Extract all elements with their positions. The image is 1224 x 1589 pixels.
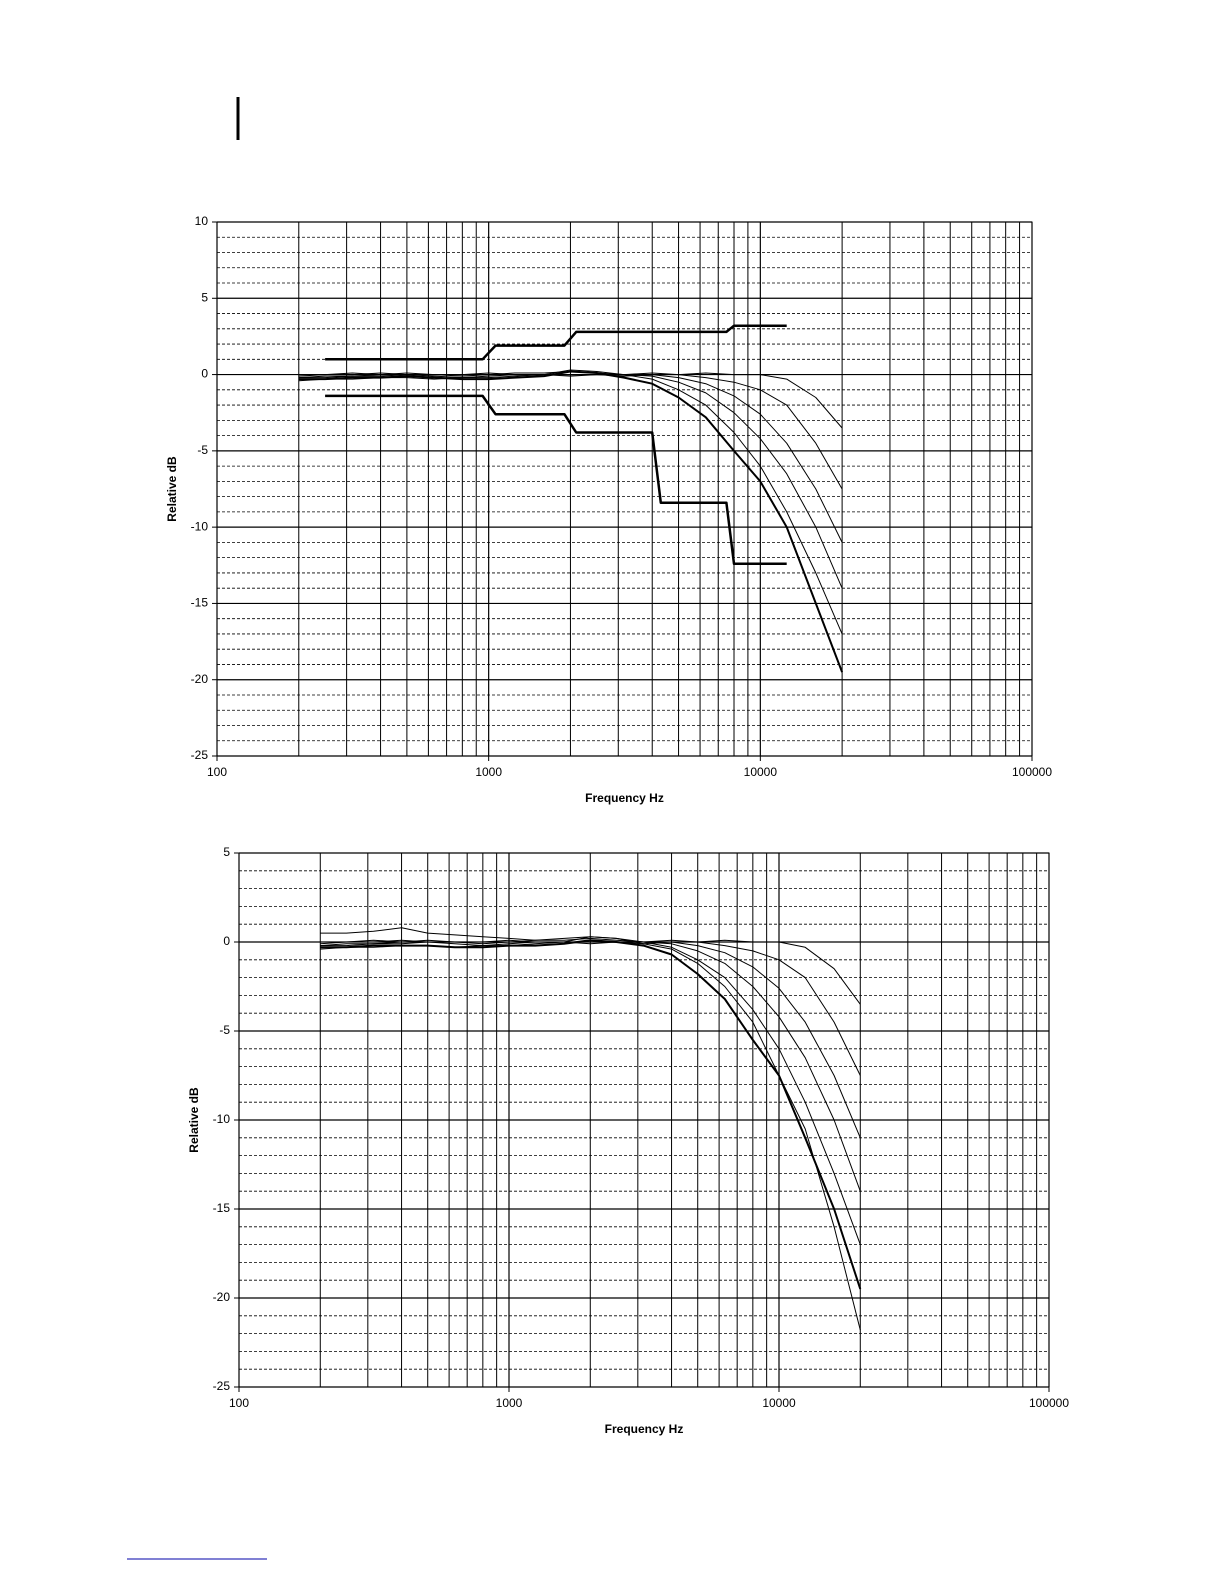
y-tick-label: 10	[195, 214, 209, 228]
y-tick-label: -5	[219, 1023, 230, 1037]
x-tick-label: 100	[207, 765, 227, 779]
x-tick-label: 1000	[475, 765, 502, 779]
y-axis-label: Relative dB	[187, 1087, 201, 1153]
y-tick-label: 5	[223, 845, 230, 859]
y-tick-label: 5	[201, 290, 208, 304]
y-tick-label: -10	[213, 1112, 231, 1126]
data-line	[320, 936, 861, 1245]
y-tick-label: -10	[191, 519, 209, 533]
y-tick-label: -25	[213, 1379, 231, 1393]
x-tick-label: 1000	[496, 1396, 523, 1410]
x-tick-label: 10000	[762, 1396, 796, 1410]
y-axis-label: Relative dB	[165, 456, 179, 522]
y-tick-label: 0	[201, 367, 208, 381]
y-tick-label: -20	[191, 672, 209, 686]
data-line	[298, 371, 843, 589]
plot-area	[216, 221, 1033, 757]
y-tick-label: -15	[191, 596, 209, 610]
data-line	[320, 939, 861, 1005]
y-tick-label: 0	[223, 934, 230, 948]
y-tick-label: -15	[213, 1201, 231, 1215]
data-line	[298, 372, 843, 490]
x-tick-label: 100000	[1029, 1396, 1069, 1410]
data-line	[298, 369, 843, 635]
x-axis-label: Frequency Hz	[605, 1422, 684, 1436]
data-line	[320, 937, 861, 1192]
data-line	[325, 324, 787, 361]
y-tick-label: -5	[197, 443, 208, 457]
data-line	[298, 372, 843, 429]
x-tick-label: 10000	[744, 765, 778, 779]
y-tick-label: -20	[213, 1290, 231, 1304]
y-tick-label: -25	[191, 748, 209, 762]
x-tick-label: 100000	[1012, 765, 1052, 779]
data-line	[320, 939, 861, 1076]
data-line	[325, 394, 787, 566]
x-tick-label: 100	[229, 1396, 249, 1410]
x-axis-label: Frequency Hz	[585, 791, 664, 805]
